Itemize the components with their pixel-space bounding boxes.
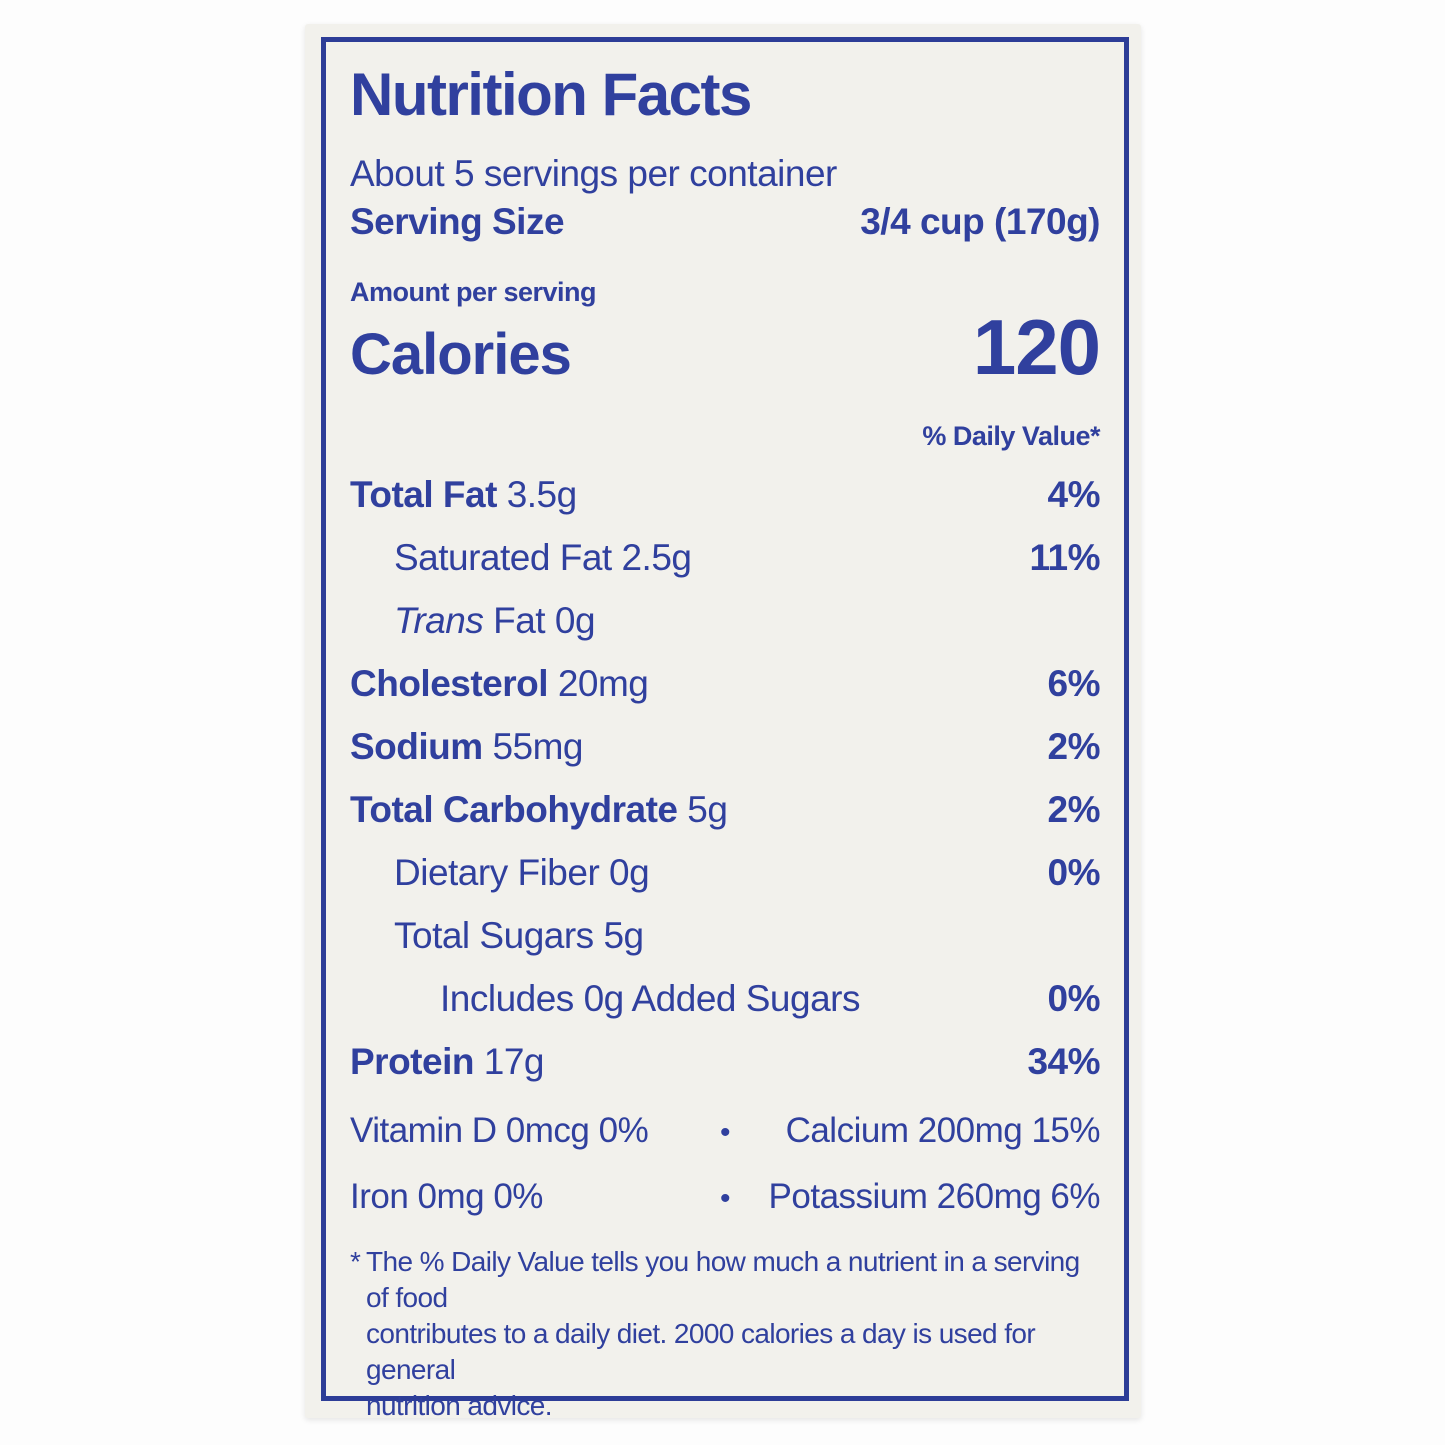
nutrition-label: Nutrition Facts About 5 servings per con…: [305, 24, 1141, 1421]
label-frame: Nutrition Facts About 5 servings per con…: [321, 37, 1129, 1421]
micronutrient-right: Potassium 260mg 6%: [768, 1177, 1101, 1216]
calories-value: 120: [972, 303, 1101, 391]
calories-label: Calories: [350, 322, 572, 387]
micronutrient-left: Vitamin D 0mcg 0%: [350, 1111, 649, 1150]
nutrient-dv: 4%: [1047, 474, 1101, 515]
micronutrient-row-1: Vitamin D 0mcg 0% • Calcium 200mg 15%: [350, 1098, 1101, 1164]
nutrient-name: Sodium 55mg: [350, 726, 584, 767]
nutrient-row-trans-fat: Trans Fat 0g: [350, 590, 1100, 653]
footnote-line: nutrition advice.: [366, 1390, 553, 1421]
servings-per-container: About 5 servings per container: [350, 153, 837, 194]
nutrient-dv: 6%: [1047, 663, 1101, 704]
nutrient-name: Total Carbohydrate 5g: [350, 789, 728, 830]
calories-row: Calories 120: [350, 302, 1101, 393]
nutrient-name: Dietary Fiber 0g: [394, 852, 650, 893]
nutrient-row-total-sugars: Total Sugars 5g: [350, 905, 1100, 968]
nutrient-dv: 11%: [1029, 537, 1100, 578]
nutrient-name: Protein 17g: [350, 1041, 544, 1082]
serving-size-value: 3/4 cup (170g): [860, 201, 1100, 242]
nutrient-dv: 0%: [1047, 978, 1101, 1019]
nutrient-row-dietary-fiber: Dietary Fiber 0g 0%: [350, 842, 1101, 905]
nutrient-name: Cholesterol 20mg: [350, 663, 649, 704]
nutrient-name: Includes 0g Added Sugars: [440, 978, 861, 1019]
nutrient-name: Total Sugars 5g: [394, 915, 644, 956]
bullet-separator: •: [719, 1116, 731, 1149]
nutrient-name: Total Fat 3.5g: [350, 474, 577, 515]
nutrient-row-sodium: Sodium 55mg 2%: [350, 716, 1101, 779]
bullet-separator: •: [719, 1182, 731, 1215]
serving-size-label: Serving Size: [350, 201, 565, 242]
amount-per-serving-label: Amount per serving: [350, 277, 597, 307]
daily-value-header: % Daily Value*: [922, 421, 1100, 451]
nutrient-dv: 34%: [1027, 1041, 1100, 1082]
micronutrient-row-2: Iron 0mg 0% • Potassium 260mg 6%: [350, 1164, 1101, 1230]
micronutrient-left: Iron 0mg 0%: [350, 1177, 543, 1216]
nutrient-row-saturated-fat: Saturated Fat 2.5g 11%: [350, 527, 1100, 590]
nutrient-row-cholesterol: Cholesterol 20mg 6%: [350, 653, 1101, 716]
nutrient-row-added-sugars: Includes 0g Added Sugars 0%: [350, 968, 1101, 1031]
nutrient-name: Saturated Fat 2.5g: [394, 537, 692, 578]
micronutrient-right: Calcium 200mg 15%: [785, 1111, 1101, 1150]
footnote-line: The % Daily Value tells you how much a n…: [366, 1246, 1080, 1313]
nutrient-dv: 0%: [1047, 852, 1101, 893]
footnote-marker: *: [350, 1246, 361, 1277]
label-title: Nutrition Facts: [350, 61, 752, 128]
footnote: * The % Daily Value tells you how much a …: [350, 1244, 1100, 1424]
nutrient-row-protein: Protein 17g 34%: [350, 1031, 1100, 1094]
nutrient-row-total-carbohydrate: Total Carbohydrate 5g 2%: [350, 779, 1101, 842]
nutrient-row-total-fat: Total Fat 3.5g 4%: [350, 464, 1101, 527]
nutrient-dv: 2%: [1047, 726, 1101, 767]
footnote-line: contributes to a daily diet. 2000 calori…: [366, 1318, 1036, 1385]
serving-size-row: Serving Size 3/4 cup (170g): [350, 201, 1100, 243]
nutrient-name: Trans Fat 0g: [394, 600, 596, 641]
nutrient-dv: 2%: [1047, 789, 1101, 830]
